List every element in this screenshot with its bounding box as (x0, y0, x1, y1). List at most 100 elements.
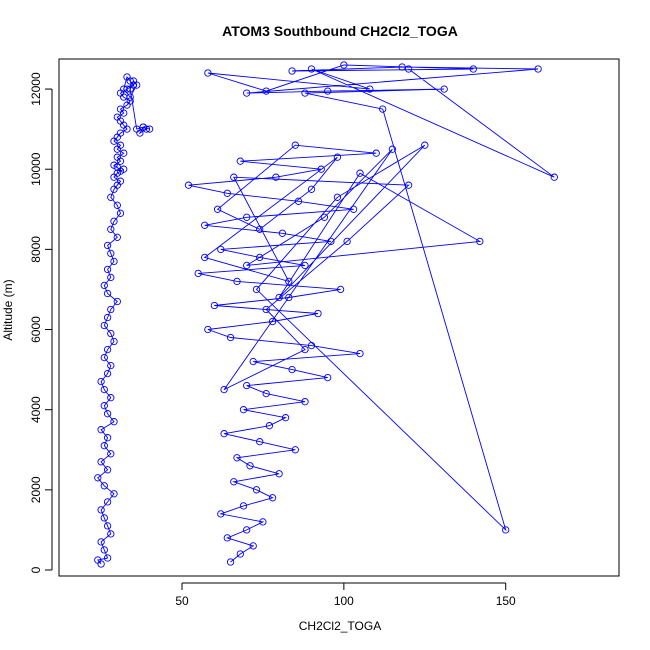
data-point (126, 93, 134, 101)
data-point (113, 113, 121, 121)
data-point (107, 394, 115, 402)
data-point (294, 197, 303, 205)
data-point (230, 478, 238, 486)
data-point (272, 173, 280, 181)
data-point (113, 297, 121, 306)
y-tick-label: 8000 (29, 236, 43, 263)
data-point (366, 85, 374, 93)
data-point (262, 389, 270, 398)
data-point (230, 173, 238, 181)
y-tick-label: 10000 (29, 152, 43, 186)
x-tick-label: 50 (175, 594, 189, 608)
data-point (100, 385, 108, 394)
data-point (469, 65, 477, 73)
data-point (103, 434, 112, 442)
data-point (94, 474, 102, 482)
data-point (262, 305, 270, 314)
data-point (116, 209, 125, 217)
data-point (103, 241, 112, 250)
data-point (243, 213, 251, 221)
series-line-1 (96, 76, 150, 565)
data-point (476, 237, 484, 246)
data-point (243, 89, 251, 97)
data-point (288, 67, 296, 75)
data-point (336, 285, 345, 294)
data-point (139, 123, 147, 131)
data-point (204, 325, 212, 334)
data-point (233, 277, 241, 286)
data-point (356, 349, 364, 358)
data-point (314, 309, 322, 318)
y-axis-label: Altitude (m) (1, 279, 15, 340)
data-point (100, 281, 108, 290)
data-point (100, 442, 108, 450)
x-axis-label: CH2Cl2_TOGA (299, 619, 381, 633)
data-point (285, 293, 293, 302)
data-point (100, 546, 108, 554)
data-point (126, 97, 134, 105)
data-point (239, 502, 248, 510)
data-point (243, 526, 251, 534)
data-point (184, 181, 193, 189)
data-point (301, 398, 309, 406)
data-point (123, 73, 131, 81)
data-point (239, 406, 248, 414)
data-point (217, 245, 225, 254)
data-point (333, 153, 342, 161)
data-point (307, 185, 316, 193)
data-point (307, 65, 316, 73)
data-point (116, 105, 125, 113)
data-point (113, 233, 121, 241)
data-point (379, 105, 387, 113)
data-point (268, 494, 277, 502)
data-point (388, 145, 397, 153)
data-point (340, 61, 348, 69)
data-point (100, 321, 108, 330)
data-point (226, 558, 235, 566)
data-point (103, 289, 112, 298)
chart-title: ATOM3 Southbound CH2Cl2_TOGA (222, 23, 458, 39)
data-point (421, 141, 429, 149)
data-point (126, 85, 134, 93)
data-point (404, 65, 413, 73)
data-point (145, 125, 154, 133)
data-point (252, 486, 261, 494)
data-point (103, 554, 112, 562)
y-tick-label: 12000 (29, 72, 43, 106)
data-point (317, 165, 325, 173)
data-point (204, 69, 212, 77)
data-point (223, 534, 231, 542)
data-point (94, 556, 102, 564)
data-point (291, 446, 299, 454)
data-point (285, 277, 293, 286)
x-axis: 50 100 150 (175, 582, 516, 608)
data-point (288, 365, 296, 374)
data-point (116, 129, 125, 137)
data-point (107, 249, 115, 258)
data-point (107, 305, 115, 314)
data-point (116, 141, 125, 149)
data-point (268, 317, 277, 326)
data-point (107, 273, 115, 282)
data-point (107, 225, 115, 233)
data-point (100, 353, 108, 362)
data-point (100, 482, 108, 490)
data-point (249, 357, 257, 366)
plot-area (94, 61, 558, 568)
data-point (103, 265, 112, 274)
y-tick-label: 0 (29, 566, 43, 573)
data-point (278, 229, 287, 237)
data-point (213, 205, 222, 213)
data-point (502, 526, 510, 534)
data-point (281, 414, 290, 422)
data-point (103, 369, 112, 378)
data-point (107, 193, 115, 201)
data-point (97, 560, 105, 568)
data-point (256, 253, 264, 262)
data-point (97, 458, 105, 466)
data-point (110, 418, 118, 426)
data-point (404, 181, 413, 189)
data-point (256, 438, 264, 446)
data-point (320, 213, 329, 221)
